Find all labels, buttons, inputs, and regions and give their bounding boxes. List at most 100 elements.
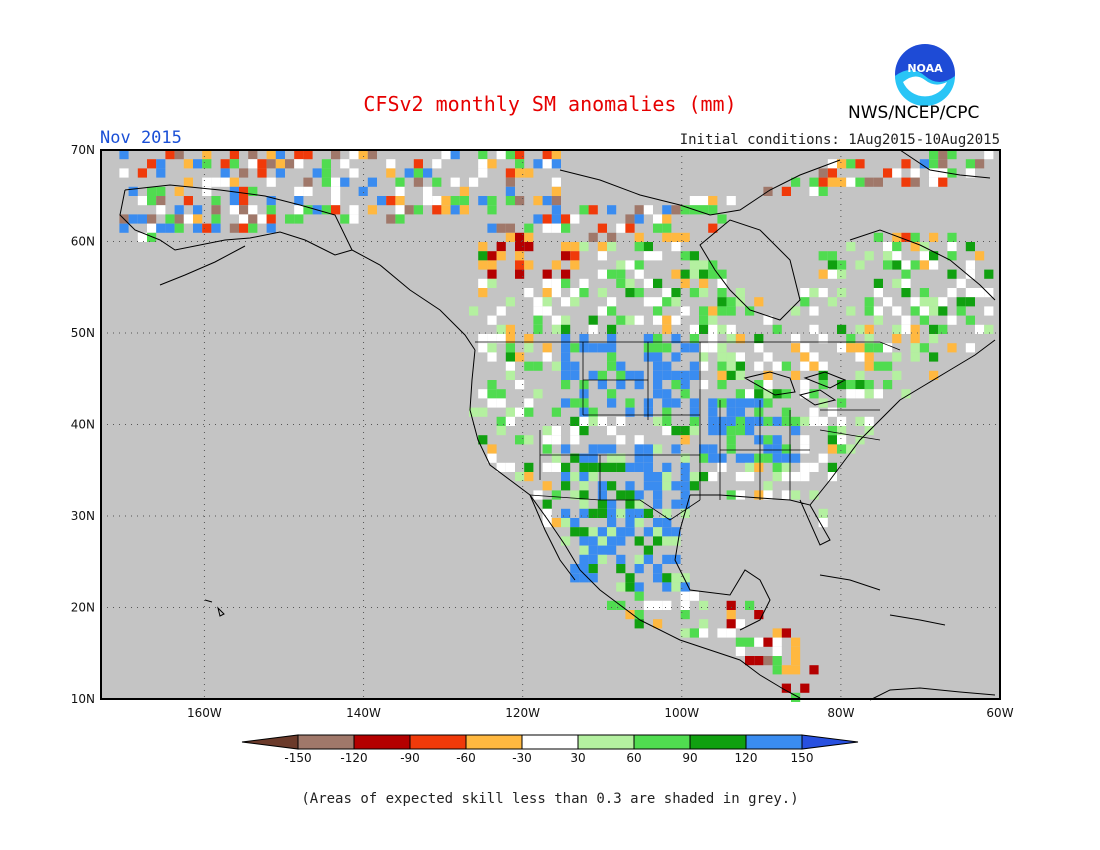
anomaly-cell bbox=[239, 186, 249, 196]
anomaly-cell bbox=[634, 518, 644, 528]
coast-arctic bbox=[559, 159, 841, 216]
anomaly-cell bbox=[938, 177, 948, 187]
anomaly-cell bbox=[616, 260, 626, 270]
anomaly-cell bbox=[386, 214, 396, 224]
anomaly-cell bbox=[919, 159, 929, 169]
anomaly-cell bbox=[643, 334, 653, 344]
lon-tick-label: 80W bbox=[827, 706, 854, 720]
anomaly-cell bbox=[625, 398, 635, 408]
anomaly-cell bbox=[579, 407, 589, 417]
anomaly-cell bbox=[763, 315, 773, 325]
anomaly-cell bbox=[662, 324, 672, 334]
anomaly-cell bbox=[689, 269, 699, 279]
coast-alaska-peninsula bbox=[159, 245, 246, 286]
anomaly-cell bbox=[625, 573, 635, 583]
anomaly-cell bbox=[984, 288, 994, 298]
anomaly-cell bbox=[689, 628, 699, 638]
anomaly-cell bbox=[367, 177, 377, 187]
anomaly-cell bbox=[680, 610, 690, 620]
anomaly-cell bbox=[745, 416, 755, 426]
anomaly-cell bbox=[634, 453, 644, 463]
anomaly-cell bbox=[873, 288, 883, 298]
anomaly-cell bbox=[248, 150, 258, 160]
anomaly-cell bbox=[524, 223, 534, 233]
anomaly-cell bbox=[938, 306, 948, 316]
anomaly-cell bbox=[864, 361, 874, 371]
anomaly-cell bbox=[662, 223, 672, 233]
anomaly-cell bbox=[772, 462, 782, 472]
anomaly-cell bbox=[754, 398, 764, 408]
anomaly-cell bbox=[929, 232, 939, 242]
anomaly-cell bbox=[772, 435, 782, 445]
anomaly-cell bbox=[662, 426, 672, 436]
colorbar-bin bbox=[521, 734, 579, 750]
anomaly-cell bbox=[717, 628, 727, 638]
anomaly-cell bbox=[892, 278, 902, 288]
anomaly-cell bbox=[717, 324, 727, 334]
anomaly-cell bbox=[266, 223, 276, 233]
anomaly-cell bbox=[809, 407, 819, 417]
anomaly-cell bbox=[671, 426, 681, 436]
anomaly-cell bbox=[745, 389, 755, 399]
anomaly-cell bbox=[193, 223, 203, 233]
anomaly-cell bbox=[478, 389, 488, 399]
anomaly-cell bbox=[643, 242, 653, 252]
anomaly-cell bbox=[892, 370, 902, 380]
anomaly-cell bbox=[570, 573, 580, 583]
anomaly-cell bbox=[919, 315, 929, 325]
anomaly-cell bbox=[551, 260, 561, 270]
anomaly-cell bbox=[726, 490, 736, 500]
anomaly-cell bbox=[837, 444, 847, 454]
colorbar-bin bbox=[577, 734, 635, 750]
anomaly-cell bbox=[689, 472, 699, 482]
anomaly-cell bbox=[588, 444, 598, 454]
anomaly-cell bbox=[671, 370, 681, 380]
anomaly-cell bbox=[487, 269, 497, 279]
lat-tick-label: 70N bbox=[71, 143, 95, 157]
anomaly-cell bbox=[745, 600, 755, 610]
anomaly-cell bbox=[340, 177, 350, 187]
anomaly-cell bbox=[781, 472, 791, 482]
anomaly-cell bbox=[607, 545, 617, 555]
anomaly-cell bbox=[607, 306, 617, 316]
anomaly-cell bbox=[505, 343, 515, 353]
anomaly-cell bbox=[901, 315, 911, 325]
anomaly-cell bbox=[625, 315, 635, 325]
map-background bbox=[101, 150, 1000, 699]
anomaly-cell bbox=[570, 453, 580, 463]
anomaly-cell bbox=[800, 352, 810, 362]
anomaly-cell bbox=[607, 398, 617, 408]
anomaly-cell bbox=[303, 150, 313, 160]
anomaly-cell bbox=[542, 426, 552, 436]
anomaly-cell bbox=[367, 150, 377, 160]
anomaly-cell bbox=[910, 334, 920, 344]
anomaly-cell bbox=[551, 518, 561, 528]
anomaly-cell bbox=[294, 205, 304, 215]
anomaly-cell bbox=[515, 232, 525, 242]
anomaly-cell bbox=[643, 527, 653, 537]
anomaly-cell bbox=[800, 683, 810, 693]
anomaly-cell bbox=[818, 518, 828, 528]
anomaly-cell bbox=[699, 324, 709, 334]
anomaly-cell bbox=[533, 159, 543, 169]
anomaly-cell bbox=[699, 380, 709, 390]
anomaly-cell bbox=[579, 205, 589, 215]
anomaly-cell bbox=[653, 306, 663, 316]
anomaly-cell bbox=[634, 232, 644, 242]
anomaly-cell bbox=[321, 168, 331, 178]
anomaly-cell bbox=[929, 324, 939, 334]
anomaly-cell bbox=[754, 453, 764, 463]
anomaly-cell bbox=[699, 352, 709, 362]
anomaly-cell bbox=[607, 481, 617, 491]
anomaly-cell bbox=[551, 407, 561, 417]
anomaly-cell bbox=[266, 150, 276, 160]
anomaly-cell bbox=[551, 186, 561, 196]
colorbar-label: 120 bbox=[735, 751, 758, 765]
anomaly-cell bbox=[653, 223, 663, 233]
anomaly-cell bbox=[478, 278, 488, 288]
anomaly-cell bbox=[717, 380, 727, 390]
anomaly-cell bbox=[643, 205, 653, 215]
anomaly-cell bbox=[607, 324, 617, 334]
anomaly-cell bbox=[671, 334, 681, 344]
anomaly-cell bbox=[137, 168, 147, 178]
